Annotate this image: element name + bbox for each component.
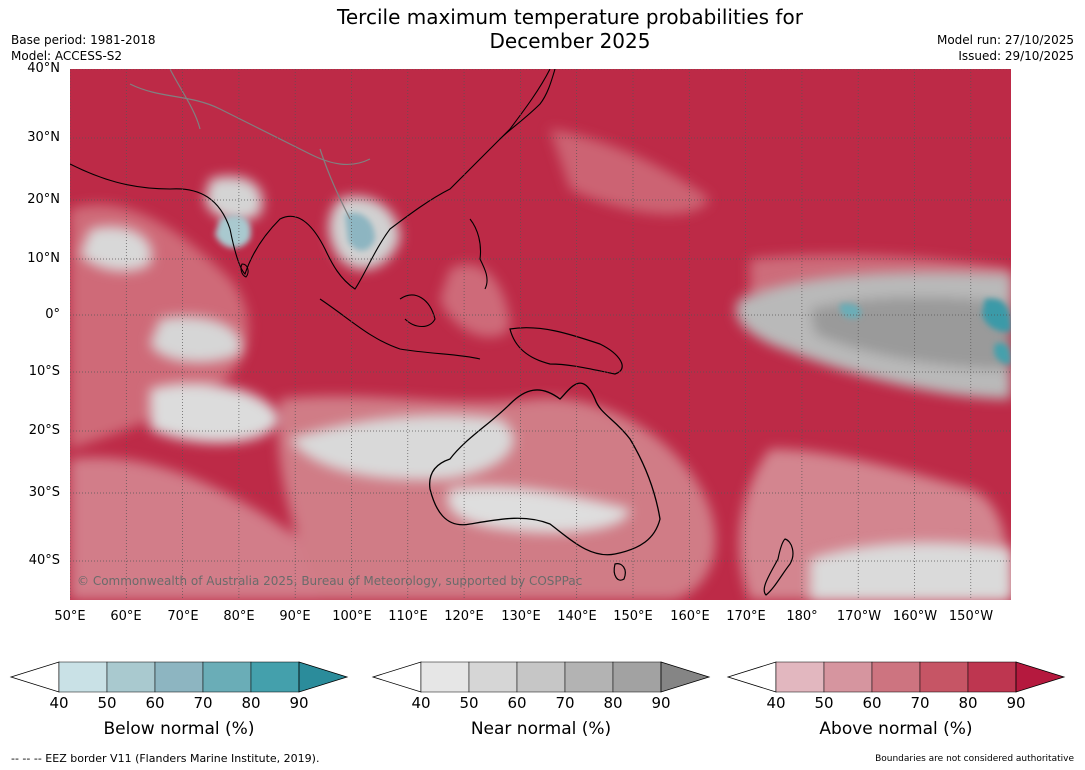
chart-title: Tercile maximum temperature probabilitie… [270, 5, 870, 53]
graticule [69, 68, 1011, 600]
lon-label: 160°E [670, 609, 710, 624]
lon-label: 170°W [836, 609, 882, 624]
lon-label: 120°E [444, 609, 484, 624]
colorbar-above-upper-arrow [1015, 661, 1066, 693]
country-borders [129, 68, 371, 220]
colorbars [9, 661, 1066, 693]
sri-lanka-coastline [240, 263, 249, 278]
lat-label: 20°N [27, 192, 60, 207]
lon-label: 110°E [388, 609, 428, 624]
colorbar-near [371, 661, 711, 693]
colorbar-below-tick: 80 [241, 694, 261, 712]
colorbar-above-bin [871, 661, 921, 693]
lat-label: 0° [45, 307, 60, 322]
colorbar-near-tick: 60 [507, 694, 527, 712]
boundaries-note: Boundaries are not considered authoritat… [875, 754, 1074, 764]
colorbar-below-tick: 40 [49, 694, 69, 712]
colorbar-below-lower-arrow [9, 661, 60, 693]
colorbar-below-tick: 70 [193, 694, 213, 712]
colorbar-near-bin [420, 661, 470, 693]
lat-label: 30°S [28, 485, 60, 500]
philippines-coastline [469, 218, 488, 290]
base-period: Base period: 1981-2018 [11, 33, 156, 47]
colorbar-above-label: Above normal (%) [819, 719, 973, 739]
colorbar-above-tick: 80 [958, 694, 978, 712]
new-zealand-coastline [763, 538, 794, 596]
colorbar-near-tick: 70 [555, 694, 575, 712]
copyright-notice: © Commonwealth of Australia 2025, Bureau… [77, 574, 583, 588]
colorbar-near-bin [612, 661, 662, 693]
lon-label: 90°E [279, 609, 311, 624]
colorbar-above-bin [823, 661, 873, 693]
colorbar-below-tick: 90 [289, 694, 309, 712]
lon-label: 80°E [223, 609, 255, 624]
colorbar-near-bin [468, 661, 518, 693]
colorbar-above-tick: 60 [862, 694, 882, 712]
colorbar-above-bin [775, 661, 825, 693]
colorbar-below-bin [58, 661, 108, 693]
lon-label: 140°E [557, 609, 597, 624]
issued-date: Issued: 29/10/2025 [958, 49, 1074, 63]
model-name: Model: ACCESS-S2 [11, 49, 123, 63]
lon-label: 70°E [167, 609, 199, 624]
colorbar-below-tick: 50 [97, 694, 117, 712]
colorbar-above-tick: 90 [1006, 694, 1026, 712]
lon-label: 180° [786, 609, 818, 624]
colorbar-above-bin [919, 661, 969, 693]
lat-label: 10°S [28, 364, 60, 379]
colorbar-near-tick: 80 [603, 694, 623, 712]
colorbar-near-bin [564, 661, 614, 693]
colorbar-below-tick: 60 [145, 694, 165, 712]
lat-label: 20°S [28, 423, 60, 438]
colorbar-below-bin [202, 661, 252, 693]
asia-coastline [69, 68, 551, 290]
lon-label: 160°W [892, 609, 938, 624]
colorbar-above-tick: 50 [814, 694, 834, 712]
indonesia-coastline [319, 294, 481, 360]
lat-label: 10°N [27, 251, 60, 266]
title-line-2: December 2025 [489, 29, 651, 53]
colorbar-below-label: Below normal (%) [103, 719, 255, 739]
japan-coastline [499, 68, 556, 140]
colorbar-below [9, 661, 349, 693]
below-normal-zones [215, 212, 1011, 365]
lat-label: 40°S [28, 553, 60, 568]
colorbar-near-lower-arrow [371, 661, 422, 693]
colorbar-above-lower-arrow [726, 661, 777, 693]
lon-label: 60°E [110, 609, 142, 624]
colorbar-above-tick: 40 [766, 694, 786, 712]
colorbar-near-label: Near normal (%) [470, 719, 612, 739]
lon-label: 50°E [54, 609, 86, 624]
meta-left: Base period: 1981-2018 Model: ACCESS-S2 [11, 32, 156, 64]
colorbar-near-bin [516, 661, 566, 693]
colorbar-near-tick: 90 [651, 694, 671, 712]
lat-label: 40°N [27, 61, 60, 76]
colorbar-below-upper-arrow [298, 661, 349, 693]
colorbar-near-tick: 50 [459, 694, 479, 712]
new-guinea-coastline [509, 327, 623, 375]
colorbar-below-bin [154, 661, 204, 693]
colorbar-below-bin [106, 661, 156, 693]
meta-right: Model run: 27/10/2025 Issued: 29/10/2025 [937, 32, 1074, 64]
title-line-1: Tercile maximum temperature probabilitie… [337, 5, 803, 29]
tasmania-coastline [613, 563, 626, 581]
colorbar-above-tick: 70 [910, 694, 930, 712]
colorbar-below-bin [250, 661, 300, 693]
map-svg [69, 68, 1011, 600]
lat-label: 30°N [27, 130, 60, 145]
colorbar-near-tick: 40 [411, 694, 431, 712]
colorbar-near-upper-arrow [660, 661, 711, 693]
lon-label: 130°E [501, 609, 541, 624]
lon-label: 100°E [332, 609, 372, 624]
lon-label: 170°E [726, 609, 766, 624]
model-run: Model run: 27/10/2025 [936, 33, 1074, 47]
colorbar-above [726, 661, 1066, 693]
probability-map[interactable] [69, 68, 1011, 600]
colorbar-above-bin [967, 661, 1017, 693]
lon-label: 150°E [613, 609, 653, 624]
eez-note: -- -- -- EEZ border V11 (Flanders Marine… [11, 752, 320, 765]
australia-coastline [429, 382, 661, 556]
lon-label: 150°W [948, 609, 994, 624]
